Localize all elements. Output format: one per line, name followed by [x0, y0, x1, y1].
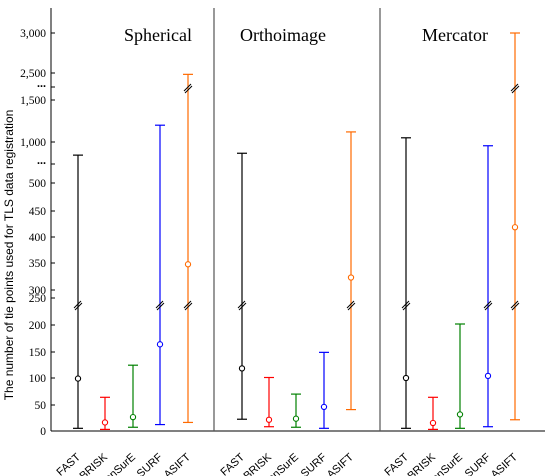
mean-marker: [101, 419, 109, 426]
axis-break-stroke: [184, 85, 193, 94]
y-tick-label: 300: [29, 285, 47, 297]
axis-break-stroke: [156, 302, 165, 311]
axis-break-mark: [401, 300, 411, 311]
mean-marker: [402, 374, 410, 382]
mean-marker: [184, 261, 192, 268]
axis-break-stroke: [74, 302, 83, 311]
x-tick-label: ASIFT: [162, 451, 193, 476]
axis-break-mark: [155, 300, 165, 311]
axis-break-stroke: [183, 300, 192, 309]
error-bar: BRISK: [405, 396, 438, 476]
y-tick-label: 200: [29, 320, 47, 332]
error-bar: FAST: [219, 152, 247, 476]
axis-break-stroke: [238, 302, 247, 311]
mean-marker: [156, 341, 164, 348]
axis-break-mark: [483, 300, 493, 311]
axis-break-stroke: [511, 302, 520, 311]
y-tick-label: ...: [37, 76, 46, 90]
mean-marker: [292, 415, 300, 422]
y-tick-label: 250: [29, 293, 47, 305]
axis-break-mark: [183, 300, 193, 311]
panel-title: Orthoimage: [240, 25, 326, 45]
axis-break-stroke: [483, 300, 492, 309]
y-tick-label: 0: [40, 426, 46, 438]
y-tick-label: 1,000: [20, 137, 46, 149]
error-bar: SURF: [299, 351, 329, 476]
axis-break-stroke: [510, 83, 519, 92]
axis-break-mark: [346, 300, 356, 311]
error-bar: BRISK: [77, 396, 110, 476]
error-bar: FAST: [383, 137, 411, 476]
error-bar: ASIFT: [325, 131, 356, 476]
axis-break-stroke: [155, 300, 164, 309]
y-tick-label: 1,500: [20, 95, 46, 107]
axis-break-stroke: [511, 85, 520, 94]
axis-break-mark: [73, 300, 83, 311]
axis-break-mark: [510, 83, 520, 94]
y-axis-label: The number of tie points used for TLS da…: [2, 110, 16, 401]
mean-marker: [456, 411, 464, 418]
axis-break-stroke: [402, 302, 411, 311]
axis-break-stroke: [237, 300, 246, 309]
axis-break-stroke: [73, 300, 82, 309]
mean-marker: [265, 416, 273, 423]
panel-title: Mercator: [422, 25, 488, 45]
x-tick-label: ASIFT: [325, 451, 356, 476]
mean-marker: [511, 224, 519, 231]
plot-frame: [50, 8, 545, 432]
x-tick-label: ASIFT: [489, 451, 520, 476]
axis-break-stroke: [347, 302, 356, 311]
mean-marker: [347, 274, 355, 281]
mean-marker: [74, 375, 82, 382]
mean-marker: [129, 413, 137, 421]
error-bar: SURF: [135, 124, 165, 476]
error-bar: ASIFT: [162, 73, 193, 476]
error-bar: BRISK: [241, 376, 274, 476]
axis-break-mark: [183, 83, 193, 94]
y-tick-label: ...: [37, 153, 46, 167]
y-tick-label: 150: [29, 347, 47, 359]
y-tick-label: 450: [29, 206, 47, 218]
mean-marker: [238, 365, 246, 372]
mean-marker: [484, 372, 492, 380]
y-tick-label: 400: [29, 232, 47, 244]
mean-marker: [320, 403, 328, 411]
y-tick-label: 3,000: [20, 28, 46, 40]
y-tick-label: 500: [29, 178, 47, 190]
y-tick-label: 50: [35, 400, 47, 412]
axis-break-stroke: [184, 302, 193, 311]
y-tick-label: 350: [29, 258, 47, 270]
panels: SphericalFASTBRISKCenSurESURFASIFTOrthoi…: [55, 25, 521, 476]
axis-break-mark: [237, 300, 247, 311]
error-bar: ASIFT: [489, 32, 520, 476]
axis-break-stroke: [183, 83, 192, 92]
axis-break-stroke: [346, 300, 355, 309]
mean-marker: [429, 419, 437, 427]
axis-break-stroke: [484, 302, 493, 311]
error-bar: SURF: [463, 145, 493, 476]
y-tick-label: 100: [29, 373, 47, 385]
axis-break-mark: [510, 300, 520, 311]
y-tick-label: 2,500: [20, 68, 46, 80]
panel-title: Spherical: [124, 25, 192, 45]
axis-break-stroke: [510, 300, 519, 309]
error-bar: FAST: [55, 154, 83, 476]
axis-break-stroke: [401, 300, 410, 309]
